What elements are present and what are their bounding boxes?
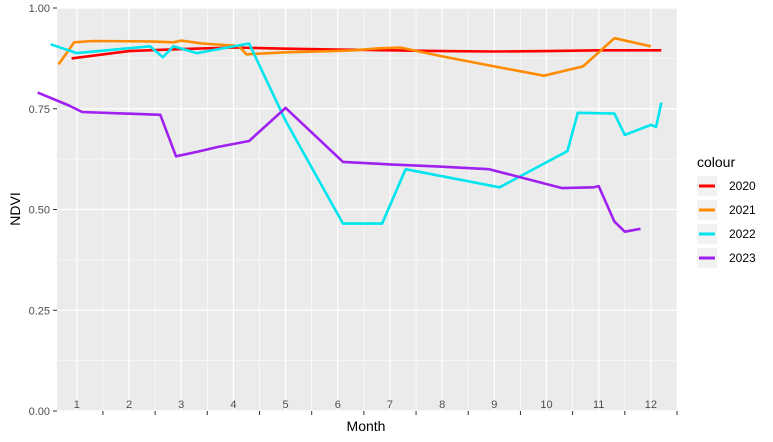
x-axis-title: Month — [347, 418, 386, 434]
x-axis-ticks — [102, 411, 678, 415]
legend-label-2022: 2022 — [729, 227, 756, 241]
month-label: 9 — [491, 399, 497, 411]
y-tick-label: 0.75 — [29, 104, 50, 116]
series-line-2021 — [57, 36, 652, 77]
series-lines — [37, 36, 663, 233]
y-tick-label: 0.50 — [29, 205, 50, 217]
month-label: 4 — [230, 399, 236, 411]
y-axis-title: NDVI — [7, 192, 23, 225]
y-tick-label: 1.00 — [29, 3, 50, 15]
y-tick-label: 0.00 — [29, 406, 50, 418]
legend-title: colour — [697, 154, 735, 170]
y-axis: 0.00 0.25 0.50 0.75 1.00 — [29, 3, 57, 418]
month-labels: 1 2 3 4 5 6 7 8 9 10 11 12 — [74, 399, 657, 411]
month-label: 6 — [335, 399, 341, 411]
month-label: 12 — [645, 399, 657, 411]
legend-label-2021: 2021 — [729, 203, 756, 217]
month-label: 5 — [283, 399, 289, 411]
major-gridlines — [57, 7, 677, 412]
legend: colour 2020 2021 2022 2023 — [697, 154, 756, 268]
month-label: 7 — [387, 399, 393, 411]
month-label: 2 — [126, 399, 132, 411]
month-label: 8 — [439, 399, 445, 411]
month-label: 3 — [178, 399, 184, 411]
series-line-2022 — [50, 42, 663, 225]
month-label: 1 — [74, 399, 80, 411]
legend-label-2023: 2023 — [729, 251, 756, 265]
month-label: 11 — [593, 399, 604, 411]
month-label: 10 — [540, 399, 552, 411]
legend-label-2020: 2020 — [729, 179, 756, 193]
series-line-2023 — [37, 91, 641, 233]
y-tick-label: 0.25 — [29, 305, 50, 317]
